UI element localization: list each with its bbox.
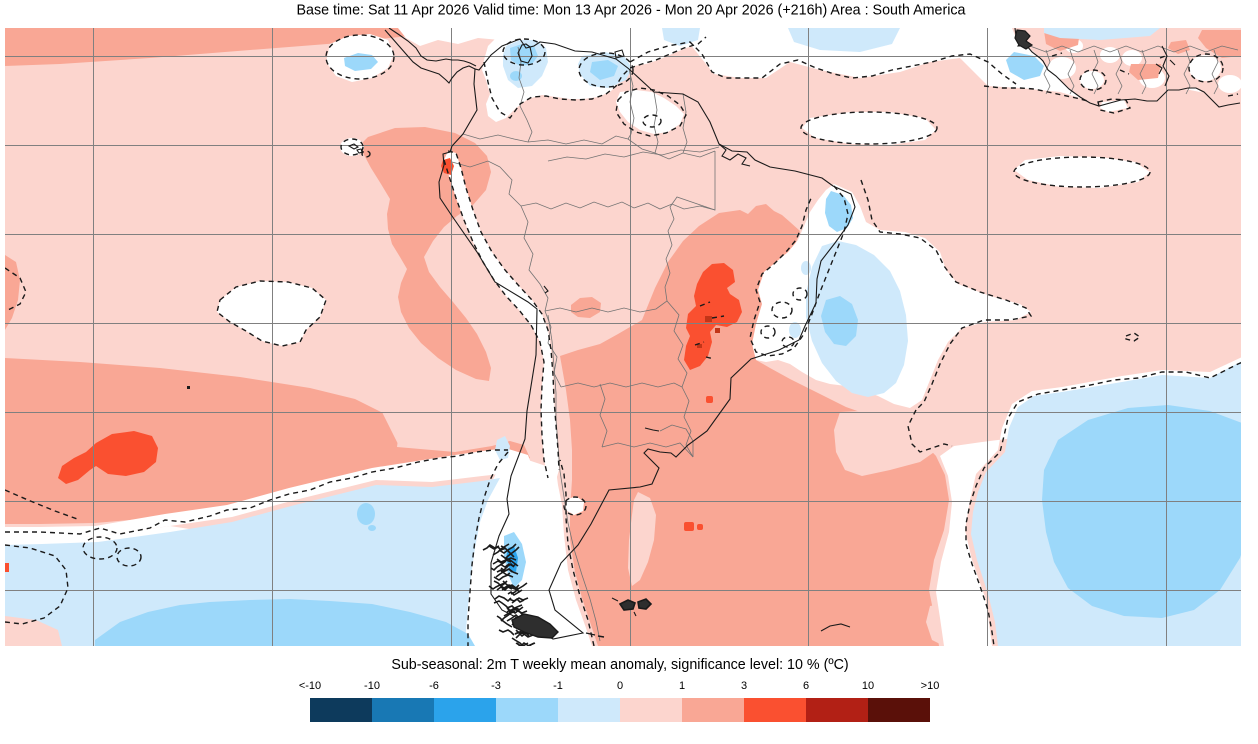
svg-text:6: 6 <box>803 680 809 692</box>
svg-text:3: 3 <box>741 680 747 692</box>
svg-text:<-10: <-10 <box>299 680 321 692</box>
svg-text:-10: -10 <box>364 680 380 692</box>
svg-text:-1: -1 <box>553 680 563 692</box>
svg-text:10: 10 <box>862 680 874 692</box>
svg-text:Sub-seasonal: 2m T weekly mean: Sub-seasonal: 2m T weekly mean anomaly, … <box>391 657 848 673</box>
svg-text:-6: -6 <box>429 680 439 692</box>
svg-text:1: 1 <box>679 680 685 692</box>
svg-text:Base time: Sat 11 Apr 2026 Val: Base time: Sat 11 Apr 2026 Valid time: M… <box>296 3 965 19</box>
svg-text:-3: -3 <box>491 680 501 692</box>
svg-text:>10: >10 <box>921 680 940 692</box>
svg-text:0: 0 <box>617 680 623 692</box>
